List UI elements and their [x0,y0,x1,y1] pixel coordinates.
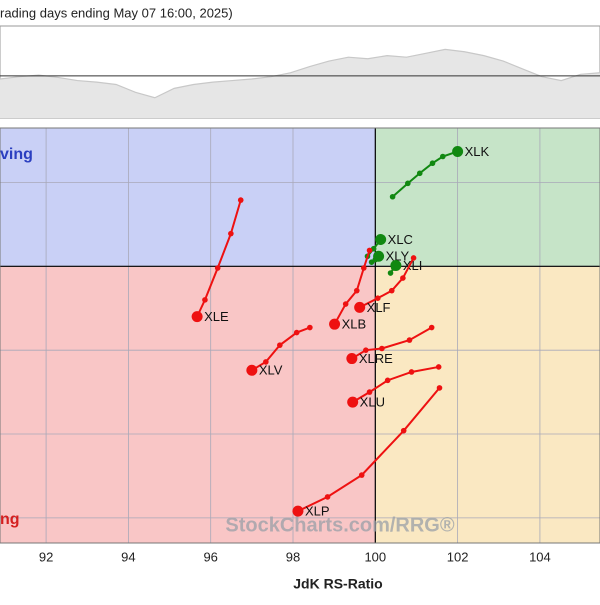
tail-point [360,265,367,271]
x-tick-label: 100 [364,549,386,564]
tail-point [237,197,244,203]
tail-point [379,345,385,352]
tail-point [410,255,417,261]
x-tick-label: 92 [39,549,53,564]
quadrant-weakening [375,266,600,543]
tail-point [416,170,423,177]
tail-point [384,377,391,384]
benchmark-area [0,49,600,118]
tail-point [388,287,395,294]
x-tick-label: 94 [121,549,135,564]
tail-point [439,153,446,160]
tail-point [400,275,406,281]
watermark: StockCharts.com/RRG® [225,514,454,536]
x-tick-label: 104 [529,549,551,564]
tail-point [277,342,283,348]
benchmark-line [0,48,600,99]
head-point [246,364,258,376]
plot-frame [0,127,600,544]
series-label: XLV [259,363,283,378]
tail-point [353,287,360,294]
tail-point [428,324,435,331]
x-tick-label: 98 [286,549,300,564]
tail-point [214,265,221,271]
head-point [292,505,304,517]
quadrant-improving [0,128,376,267]
x-axis-title: JdK RS-Ratio [293,576,382,592]
head-point [373,250,385,262]
series-label: XLF [367,300,391,315]
head-point [390,259,402,271]
quadrant-label: ng [0,511,20,528]
series-label: XLE [204,309,229,324]
tail-point [389,193,396,200]
series-label: XLC [388,232,413,247]
tail-point [366,389,373,395]
tail-point [366,247,373,254]
tail-point [374,295,381,301]
head-point [346,353,358,365]
tail-point [202,297,208,303]
tail-point [363,347,369,353]
head-point [452,145,464,157]
tail-point [429,160,436,167]
tail-point [307,324,313,331]
tail-point [293,329,300,336]
quadrant-leading [375,128,600,267]
tail-point [228,230,234,237]
tail-point [263,359,269,365]
quadrant-lagging [0,266,376,543]
quadrant-label: ving [0,146,33,163]
tail-point [400,427,407,434]
x-tick-label: 96 [203,549,217,564]
tail-point [405,180,411,187]
head-point [329,318,341,330]
series-label: XLU [360,395,385,410]
tail-point [408,369,415,375]
tail-point [342,301,349,307]
head-point [354,301,366,313]
series-label: XLP [305,504,330,519]
tail-point [358,472,365,478]
series-label: XLRE [359,351,393,366]
chart-subtitle: rading days ending May 07 16:00, 2025) [0,5,233,20]
head-point [191,311,203,323]
x-tick-label: 102 [447,549,469,564]
head-point [375,234,387,246]
tail-point [435,364,442,370]
head-point [347,396,359,408]
tail-point [436,385,443,391]
tail-point [324,494,331,500]
tail-point [406,337,413,343]
series-label: XLY [386,249,410,264]
series-label: XLK [465,144,490,159]
series-label: XLB [342,317,367,332]
tail-point [387,270,394,276]
